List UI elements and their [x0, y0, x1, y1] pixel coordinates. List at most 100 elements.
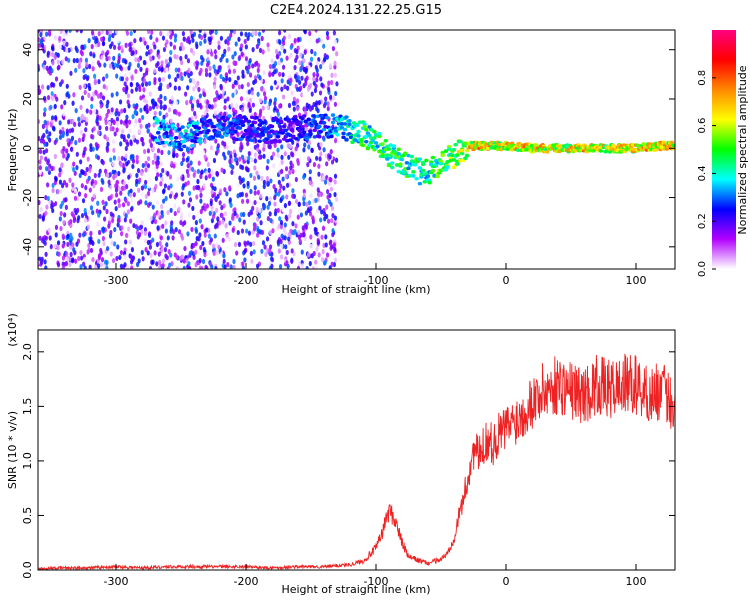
heatmap-cell — [140, 190, 144, 197]
heatmap-cell — [469, 140, 475, 145]
heatmap-cell — [77, 137, 82, 143]
heatmap-cell — [58, 44, 62, 50]
y-tick-label: 1.5 — [21, 398, 34, 416]
heatmap-cell — [96, 143, 100, 149]
heatmap-cell — [82, 68, 86, 74]
heatmap-cell — [278, 71, 282, 77]
heatmap-cell — [278, 39, 282, 46]
heatmap-cell — [272, 163, 276, 169]
heatmap-cell — [196, 126, 202, 130]
heatmap-cell — [185, 38, 190, 44]
heatmap-cell — [249, 123, 255, 128]
heatmap-cell — [68, 177, 72, 183]
heatmap-cell — [206, 161, 210, 168]
heatmap-cell — [341, 135, 346, 140]
heatmap-cell — [169, 136, 174, 141]
heatmap-cell — [417, 157, 423, 161]
heatmap-cell — [317, 252, 321, 258]
heatmap-cell — [335, 196, 339, 202]
heatmap-cell — [228, 158, 232, 165]
heatmap-cell — [326, 35, 330, 41]
spectrogram-y-label: Frequency (Hz) — [6, 109, 19, 192]
heatmap-cell — [82, 115, 86, 121]
heatmap-cell — [430, 155, 436, 160]
heatmap-cell — [106, 245, 110, 252]
heatmap-cell — [177, 111, 181, 117]
heatmap-cell — [253, 74, 258, 81]
heatmap-cell — [231, 118, 237, 123]
heatmap-cell — [116, 222, 120, 228]
heatmap-cell — [91, 257, 95, 263]
heatmap-cell — [125, 161, 129, 167]
heatmap-cell — [48, 131, 52, 137]
heatmap-cell — [85, 166, 89, 173]
heatmap-cell — [69, 70, 73, 76]
heatmap-cell — [146, 191, 151, 197]
heatmap-cell — [203, 232, 207, 238]
heatmap-cell — [147, 183, 151, 189]
heatmap-cell — [385, 144, 390, 149]
y-tick-label: 0 — [21, 145, 34, 152]
heatmap-cell — [194, 220, 198, 226]
spectrogram-x-axis: -300 -200 -100 0 100 — [104, 263, 647, 287]
heatmap-cell — [279, 57, 284, 63]
heatmap-cell — [297, 260, 301, 267]
heatmap-cell — [671, 143, 675, 148]
heatmap-cell — [446, 144, 452, 149]
heatmap-cell — [257, 40, 261, 46]
heatmap-cell — [240, 154, 245, 160]
heatmap-cell — [175, 254, 179, 260]
heatmap-cell — [106, 141, 110, 147]
heatmap-cell — [306, 86, 311, 92]
heatmap-cell — [199, 54, 204, 61]
heatmap-cell — [188, 197, 193, 203]
heatmap-cell — [257, 213, 262, 219]
heatmap-cell — [104, 201, 108, 207]
heatmap-cell — [129, 188, 133, 194]
heatmap-cell — [201, 258, 206, 264]
heatmap-cell — [279, 238, 283, 245]
heatmap-cell — [236, 193, 240, 199]
heatmap-cell — [203, 134, 208, 138]
heatmap-cell — [210, 264, 214, 269]
heatmap-cell — [160, 176, 164, 182]
heatmap-cell — [356, 129, 361, 134]
heatmap-cell — [75, 57, 79, 64]
heatmap-cell — [325, 30, 330, 37]
x-tick-label: -300 — [104, 575, 129, 588]
heatmap-cell — [309, 124, 314, 128]
heatmap-cell — [88, 165, 92, 171]
heatmap-cell — [122, 185, 126, 191]
heatmap-cell — [66, 233, 70, 239]
heatmap-cell — [120, 108, 124, 114]
heatmap-cell — [161, 167, 165, 174]
heatmap-cell — [246, 35, 250, 41]
heatmap-cell — [199, 40, 203, 47]
heatmap-cell — [266, 42, 270, 48]
heatmap-cell — [495, 147, 501, 151]
heatmap-cell — [289, 208, 293, 215]
heatmap-cell — [126, 141, 130, 147]
heatmap-cell — [77, 191, 82, 197]
heatmap-cell — [143, 227, 148, 233]
heatmap-cell — [94, 38, 98, 44]
heatmap-cell — [192, 185, 196, 191]
heatmap-cell — [319, 217, 323, 223]
heatmap-cell — [161, 35, 166, 41]
heatmap-cell — [228, 185, 232, 191]
heatmap-cell — [121, 57, 125, 64]
heatmap-cell — [184, 91, 188, 97]
heatmap-cell — [58, 216, 62, 222]
heatmap-cell — [288, 73, 292, 79]
heatmap-cell — [68, 128, 72, 134]
heatmap-cell — [117, 155, 121, 162]
heatmap-cell — [274, 208, 278, 214]
heatmap-cell — [219, 111, 223, 117]
heatmap-cell — [116, 38, 121, 44]
heatmap-cell — [58, 35, 62, 42]
heatmap-cell — [98, 168, 102, 174]
heatmap-cell — [120, 124, 125, 130]
heatmap-cell — [330, 218, 334, 224]
heatmap-cell — [334, 90, 338, 97]
heatmap-cell — [58, 179, 63, 185]
